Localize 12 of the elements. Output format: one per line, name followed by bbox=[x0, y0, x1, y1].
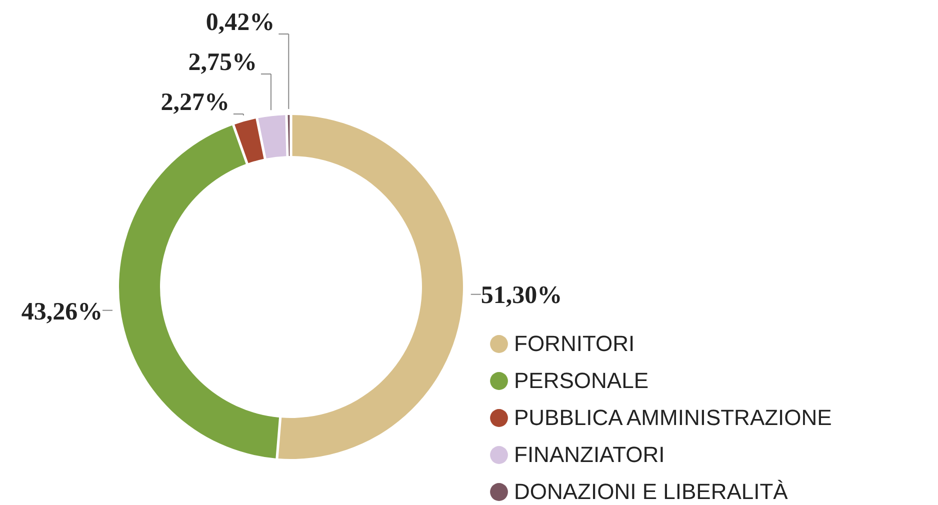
legend-label: PERSONALE bbox=[514, 368, 648, 393]
data-label: 2,75% bbox=[188, 49, 257, 76]
data-label: 43,26% bbox=[21, 298, 103, 326]
donut-slice bbox=[258, 115, 286, 158]
legend-label: FINANZIATORI bbox=[514, 442, 665, 467]
legend-label: PUBBLICA AMMINISTRAZIONE bbox=[514, 405, 832, 430]
donut-slice bbox=[234, 118, 264, 164]
data-label: 51,30% bbox=[480, 282, 562, 309]
data-label: 0,42% bbox=[206, 9, 275, 36]
data-label: 2,27% bbox=[160, 89, 230, 116]
legend-label: DONAZIONI E LIBERALITÀ bbox=[514, 479, 788, 504]
legend-label: FORNITORI bbox=[514, 331, 635, 356]
